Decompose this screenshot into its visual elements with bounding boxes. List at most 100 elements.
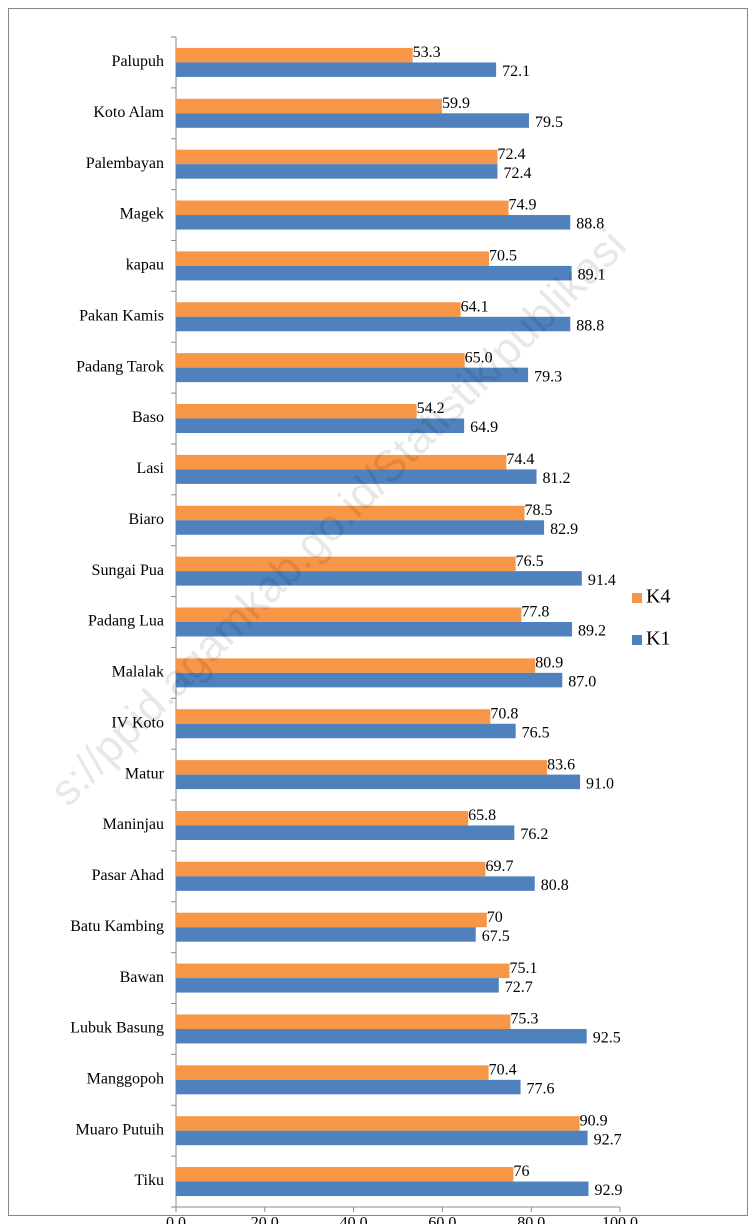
data-label: 65.8 xyxy=(468,807,496,824)
bar xyxy=(176,723,516,739)
bar xyxy=(176,316,571,332)
x-tick-label: 20.0 xyxy=(251,1215,279,1224)
data-label: 64.1 xyxy=(461,298,489,315)
bar xyxy=(176,265,572,281)
bar xyxy=(176,1079,521,1095)
data-label: 80.8 xyxy=(541,877,569,894)
y-tick-label: Padang Lua xyxy=(88,613,164,630)
bar xyxy=(176,1167,514,1182)
data-label: 70.5 xyxy=(489,248,517,265)
bar xyxy=(176,556,516,572)
bar xyxy=(176,709,491,724)
x-tick-label: 0.0 xyxy=(166,1215,186,1224)
bar xyxy=(176,62,497,77)
data-label: 76.5 xyxy=(516,553,544,570)
y-tick-label: kapau xyxy=(126,257,164,274)
data-label: 72.7 xyxy=(505,979,533,996)
data-label: 74.4 xyxy=(506,451,534,468)
data-label: 77.8 xyxy=(521,604,549,621)
data-label: 53.3 xyxy=(413,44,441,61)
data-label: 91.4 xyxy=(588,572,616,589)
y-tick-label: Biaro xyxy=(128,511,164,528)
data-label: 69.7 xyxy=(485,858,513,875)
bar xyxy=(176,622,573,637)
data-label: 64.9 xyxy=(470,419,498,436)
data-label: 77.6 xyxy=(527,1080,555,1097)
data-label: 72.4 xyxy=(497,146,525,163)
legend-label: K1 xyxy=(646,628,670,650)
bar xyxy=(176,149,498,165)
data-label: 67.5 xyxy=(482,928,510,945)
data-label: 91.0 xyxy=(586,775,614,792)
bar xyxy=(176,469,537,484)
bar xyxy=(176,1181,589,1197)
bar xyxy=(176,98,442,114)
y-tick-label: Bawan xyxy=(120,969,164,986)
data-label: 81.2 xyxy=(543,470,571,487)
data-label: 70.8 xyxy=(490,705,518,722)
data-label: 89.2 xyxy=(578,623,606,640)
bar xyxy=(176,810,469,826)
data-label: 92.5 xyxy=(593,1030,621,1047)
data-label: 83.6 xyxy=(547,756,575,773)
data-label: 70.4 xyxy=(489,1061,517,1078)
y-tick-label: Palembayan xyxy=(86,155,164,172)
data-label: 72.1 xyxy=(502,63,530,80)
bar xyxy=(176,861,486,877)
bar xyxy=(176,1028,587,1044)
y-tick-label: Pasar Ahad xyxy=(92,867,164,884)
bar xyxy=(176,302,461,317)
data-label: 88.8 xyxy=(576,216,604,233)
data-label: 72.4 xyxy=(503,165,531,182)
bar xyxy=(176,454,507,470)
data-label: 76.2 xyxy=(520,826,548,843)
bar xyxy=(176,215,571,230)
bar xyxy=(176,760,548,775)
data-label: 79.3 xyxy=(534,368,562,385)
y-tick-label: IV Koto xyxy=(111,714,164,731)
bar xyxy=(176,1130,588,1146)
bar xyxy=(176,1065,489,1080)
data-label: 76.5 xyxy=(522,724,550,741)
y-tick-label: Magek xyxy=(120,206,164,223)
bar xyxy=(176,505,525,521)
data-label: 59.9 xyxy=(442,95,470,112)
bar xyxy=(176,607,522,622)
y-tick-label: Baso xyxy=(132,409,164,426)
bar xyxy=(176,1116,580,1131)
bar xyxy=(176,164,498,179)
y-tick-label: Sungai Pua xyxy=(92,562,164,579)
data-label: 74.9 xyxy=(509,197,537,214)
bar xyxy=(176,774,581,790)
data-label: 87.0 xyxy=(568,674,596,691)
y-tick-label: Tiku xyxy=(134,1172,164,1189)
bar xyxy=(176,571,582,586)
bar xyxy=(176,113,529,128)
bar xyxy=(176,658,536,673)
data-label: 92.9 xyxy=(594,1182,622,1199)
x-tick-label: 40.0 xyxy=(340,1215,368,1224)
data-label: 75.1 xyxy=(509,960,537,977)
bar xyxy=(176,672,563,688)
data-label: 92.7 xyxy=(594,1131,622,1148)
bar xyxy=(176,47,413,63)
data-label: 75.3 xyxy=(510,1011,538,1028)
bar xyxy=(176,520,545,535)
data-label: 90.9 xyxy=(580,1112,608,1129)
data-label: 65.0 xyxy=(465,349,493,366)
data-label: 89.1 xyxy=(578,267,606,284)
y-tick-label: Lubuk Basung xyxy=(70,1020,164,1037)
bar xyxy=(176,978,499,993)
bar xyxy=(176,251,490,266)
y-tick-label: Matur xyxy=(125,765,165,782)
y-tick-label: Lasi xyxy=(136,460,164,477)
legend-swatch xyxy=(632,635,642,645)
y-tick-label: Maninjau xyxy=(103,816,164,833)
bar xyxy=(176,912,487,928)
bar xyxy=(176,963,510,979)
data-label: 79.5 xyxy=(535,114,563,131)
y-tick-label: Koto Alam xyxy=(93,104,164,121)
data-label: 54.2 xyxy=(417,400,445,417)
y-tick-label: Batu Kambing xyxy=(70,918,164,935)
bar xyxy=(176,367,529,383)
